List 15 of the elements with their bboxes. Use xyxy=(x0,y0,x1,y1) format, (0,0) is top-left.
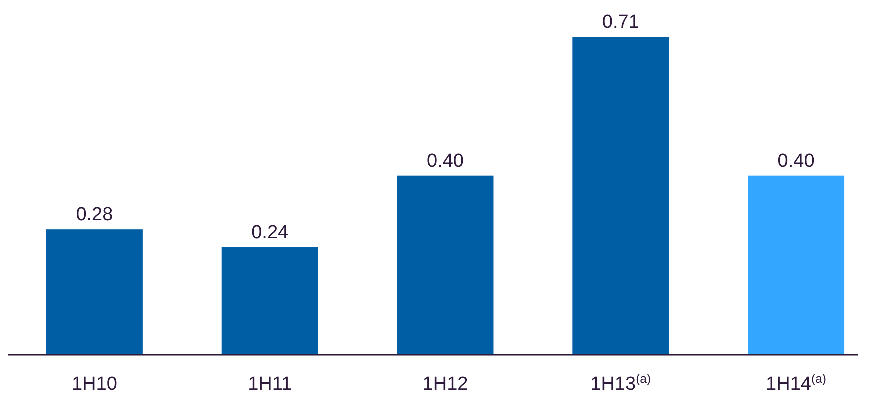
x-tick-label: 1H10 xyxy=(72,374,118,395)
data-label: 0.28 xyxy=(76,204,114,226)
x-tick-label: 1H11 xyxy=(248,374,292,395)
x-tick-label: 1H12 xyxy=(422,374,468,395)
bar xyxy=(397,176,494,355)
bar xyxy=(222,248,318,355)
bar xyxy=(46,230,143,355)
bar xyxy=(572,37,670,355)
bar xyxy=(748,176,845,355)
data-label: 0.40 xyxy=(427,150,464,172)
x-tick-label: 1H14$^{(a)}$ xyxy=(766,372,827,395)
data-label: 0.71 xyxy=(602,12,640,33)
x-tick-label: 1H13$^{(a)}$ xyxy=(590,372,652,395)
data-label: 0.24 xyxy=(252,222,290,244)
data-label: 0.40 xyxy=(778,150,815,172)
